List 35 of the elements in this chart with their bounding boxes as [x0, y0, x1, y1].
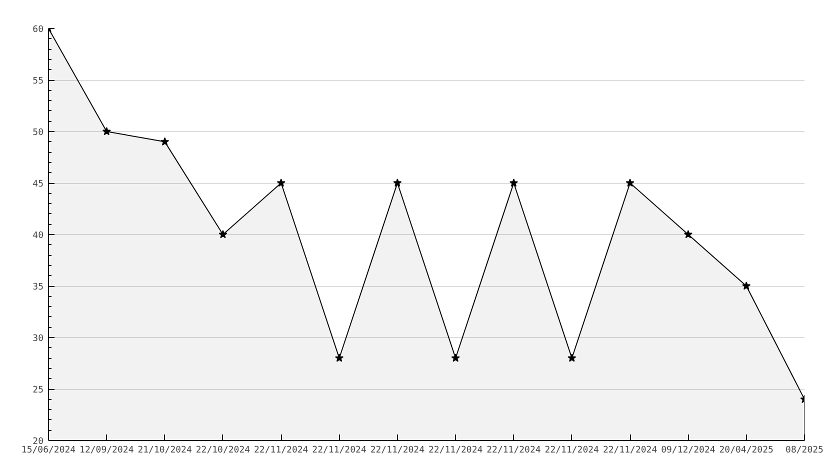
- x-tick-label: 12/09/2024: [80, 446, 134, 456]
- point: [102, 127, 111, 136]
- x-tick-label: 08/2025: [786, 446, 824, 456]
- x-tick-label: 22/11/2024: [370, 446, 425, 456]
- x-tick-label: 22/11/2024: [486, 446, 541, 456]
- x-tick-label: 22/11/2024: [254, 446, 308, 456]
- point: [276, 178, 286, 187]
- y-tick-label: 60: [32, 25, 44, 35]
- point: [393, 178, 402, 187]
- y-tick-label: 50: [32, 128, 44, 138]
- point: [218, 230, 228, 238]
- x-tick-label: 22/11/2024: [602, 446, 658, 456]
- y-tick-label: 35: [32, 282, 44, 292]
- point: [626, 178, 634, 187]
- y-tick-label: 40: [32, 231, 44, 241]
- x-tick-label: 22/10/2024: [196, 446, 250, 456]
- x-tick-label: 22/11/2024: [428, 446, 483, 456]
- x-tick-label: 22/11/2024: [312, 446, 366, 456]
- y-tick-label: 25: [32, 386, 44, 396]
- y-tick-label: 45: [32, 180, 44, 190]
- x-tick-label: 15/06/2024: [21, 446, 76, 456]
- point: [684, 230, 692, 238]
- y-tick-label: 55: [32, 76, 44, 86]
- point: [742, 282, 751, 290]
- point: [160, 137, 170, 146]
- point: [334, 354, 344, 362]
- x-tick-label: 22/11/2024: [544, 446, 599, 456]
- x-tick-label: 21/10/2024: [138, 446, 192, 456]
- x-tick-label: 20/04/2025: [719, 446, 774, 456]
- point: [568, 354, 576, 362]
- y-tick-label: 20: [32, 437, 44, 447]
- x-tick-label: 09/12/2024: [661, 446, 716, 456]
- y-tick-label: 30: [32, 334, 44, 344]
- point: [451, 354, 460, 362]
- point: [509, 178, 518, 187]
